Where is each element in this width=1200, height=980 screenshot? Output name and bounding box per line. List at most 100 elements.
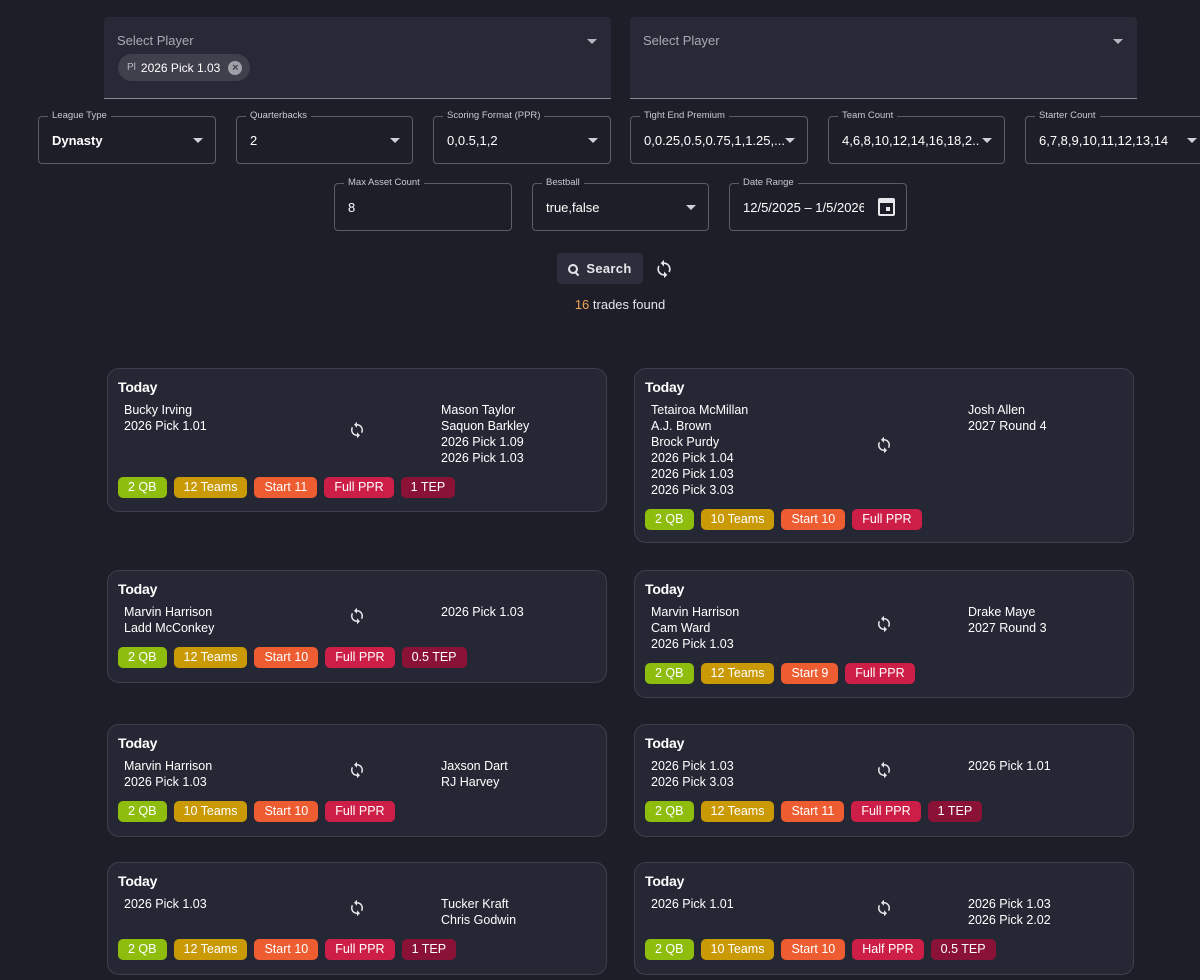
setting-badge: Start 10	[254, 801, 319, 822]
chevron-down-icon[interactable]	[193, 138, 203, 143]
quarterbacks-label: Quarterbacks	[246, 110, 312, 121]
trade-side-b: Jaxson Dart RJ Harvey	[441, 758, 508, 790]
scoring-format-select[interactable]: Scoring Format (PPR) 0,0.5,1,2	[433, 110, 611, 164]
chevron-down-icon[interactable]	[785, 138, 795, 143]
setting-badge: 1 TEP	[401, 939, 457, 960]
swap-icon	[351, 421, 363, 439]
bestball-label: Bestball	[542, 177, 584, 188]
trade-date: Today	[645, 735, 685, 751]
trade-asset: 2026 Pick 1.09	[441, 435, 524, 449]
calendar-icon[interactable]	[878, 198, 895, 216]
trade-side-b: Mason Taylor Saquon Barkley 2026 Pick 1.09…	[441, 402, 529, 466]
trade-settings-badges: 2 QB 10 Teams Start 10 Full PPR	[645, 509, 922, 530]
trade-asset: Chris Godwin	[441, 913, 517, 927]
chevron-down-icon[interactable]	[390, 138, 400, 143]
trade-settings-badges: 2 QB 12 Teams Start 9 Full PPR	[645, 663, 915, 684]
trade-side-b: Tucker Kraft Chris Godwin	[441, 896, 516, 928]
player-select-1[interactable]: Select Player Pl 2026 Pick 1.03 ×	[104, 17, 611, 99]
trade-asset: Tetairoa McMillan	[651, 403, 749, 417]
trade-asset: 2026 Pick 1.03	[651, 637, 734, 651]
player-select-2[interactable]: Select Player	[630, 17, 1137, 99]
setting-badge: 12 Teams	[700, 663, 775, 684]
date-range-label: Date Range	[739, 177, 798, 188]
chevron-down-icon[interactable]	[982, 138, 992, 143]
trade-asset: 2026 Pick 1.03	[124, 775, 207, 789]
trade-asset: 2027 Round 3	[968, 621, 1047, 635]
trade-card[interactable]: Today 2026 Pick 1.03 Tucker Kraft Chris God…	[107, 862, 607, 975]
trade-card[interactable]: Today 2026 Pick 1.03 2026 Pick 3.03 2026 Pi…	[634, 724, 1134, 837]
trade-side-a: Marvin Harrison 2026 Pick 1.03	[124, 758, 212, 790]
trade-asset: 2026 Pick 1.04	[651, 451, 734, 465]
tight-end-premium-select[interactable]: Tight End Premium 0,0.25,0.5,0.75,1,1.25…	[630, 110, 808, 164]
setting-badge: 2 QB	[118, 647, 167, 668]
trade-asset: 2026 Pick 1.03	[651, 467, 734, 481]
swap-icon	[351, 899, 363, 917]
refresh-icon[interactable]	[654, 259, 674, 279]
bestball-value: true,false	[546, 200, 600, 215]
tight-end-premium-label: Tight End Premium	[640, 110, 729, 121]
setting-badge: 2 QB	[645, 801, 694, 822]
trade-card[interactable]: Today Marvin Harrison Cam Ward 2026 Pick 1.…	[634, 570, 1134, 698]
trade-asset: 2026 Pick 3.03	[651, 483, 734, 497]
max-asset-count-value: 8	[348, 200, 356, 215]
chip-label: 2026 Pick 1.03	[140, 60, 221, 75]
setting-badge: Start 10	[254, 647, 319, 668]
chevron-down-icon[interactable]	[588, 138, 598, 143]
trade-asset: 2026 Pick 3.03	[651, 775, 734, 789]
trade-asset: 2026 Pick 1.01	[124, 419, 207, 433]
setting-badge: 2 QB	[645, 939, 694, 960]
trade-settings-badges: 2 QB 12 Teams Start 10 Full PPR 1 TEP	[118, 939, 457, 960]
trade-date: Today	[118, 873, 158, 889]
chevron-down-icon[interactable]	[1187, 138, 1197, 143]
trade-asset: Marvin Harrison	[124, 759, 213, 773]
quarterbacks-select[interactable]: Quarterbacks 2	[236, 110, 413, 164]
setting-badge: Full PPR	[852, 509, 922, 530]
starter-count-value: 6,7,8,9,10,11,12,13,14	[1039, 133, 1169, 148]
setting-badge: Full PPR	[325, 801, 395, 822]
setting-badge: Start 11	[781, 801, 845, 822]
starter-count-select[interactable]: Starter Count 6,7,8,9,10,11,12,13,14	[1025, 110, 1200, 164]
selected-player-chip[interactable]: Pl 2026 Pick 1.03 ×	[118, 54, 251, 81]
date-range-input[interactable]: Date Range 12/5/2025 – 1/5/2026	[729, 177, 907, 231]
trade-asset: A.J. Brown	[651, 419, 712, 433]
chevron-down-icon[interactable]	[686, 205, 696, 210]
player-select-1-label: Select Player	[117, 33, 194, 48]
league-type-select[interactable]: League Type Dynasty	[38, 110, 216, 164]
trade-asset: 2026 Pick 1.01	[651, 897, 734, 911]
max-asset-count-input[interactable]: Max Asset Count 8	[334, 177, 512, 231]
trade-card[interactable]: Today Marvin Harrison Ladd McConkey 2026 Pi…	[107, 570, 607, 683]
trade-side-b: Josh Allen 2027 Round 4	[968, 402, 1047, 434]
setting-badge: 2 QB	[118, 801, 167, 822]
chevron-down-icon[interactable]	[1113, 39, 1123, 44]
setting-badge: Full PPR	[324, 477, 394, 498]
trade-card[interactable]: Today Marvin Harrison 2026 Pick 1.03 Jaxson…	[107, 724, 607, 837]
trade-card[interactable]: Today Tetairoa McMillan A.J. Brown Brock Pu…	[634, 368, 1134, 543]
tight-end-premium-value: 0,0.25,0.5,0.75,1,1.25,...	[644, 133, 785, 148]
setting-badge: 1 TEP	[927, 801, 983, 822]
trade-side-a: 2026 Pick 1.03	[124, 896, 207, 912]
chevron-down-icon[interactable]	[587, 39, 597, 44]
bestball-select[interactable]: Bestball true,false	[532, 177, 709, 231]
swap-icon	[878, 615, 890, 633]
trade-card[interactable]: Today 2026 Pick 1.01 2026 Pick 1.03 2026 Pi…	[634, 862, 1134, 975]
setting-badge: Start 10	[781, 509, 846, 530]
setting-badge: 2 QB	[645, 509, 694, 530]
trade-side-a: Marvin Harrison Ladd McConkey	[124, 604, 214, 636]
trade-asset: 2026 Pick 1.03	[441, 605, 524, 619]
close-icon[interactable]: ×	[228, 60, 243, 75]
starter-count-label: Starter Count	[1035, 110, 1100, 121]
trade-side-a: Tetairoa McMillan A.J. Brown Brock Purdy 20…	[651, 402, 748, 498]
setting-badge: 12 Teams	[173, 939, 248, 960]
trade-card[interactable]: Today Bucky Irving 2026 Pick 1.01 Mason Tay…	[107, 368, 607, 512]
team-count-value: 4,6,8,10,12,14,16,18,2...	[842, 133, 980, 148]
setting-badge: 12 Teams	[700, 801, 775, 822]
trade-settings-badges: 2 QB 12 Teams Start 11 Full PPR 1 TEP	[645, 801, 983, 822]
swap-icon	[351, 761, 363, 779]
trade-asset: 2026 Pick 1.03	[441, 451, 524, 465]
league-type-label: League Type	[48, 110, 111, 121]
player-select-2-label: Select Player	[643, 33, 720, 48]
search-button[interactable]: Search	[557, 253, 643, 284]
setting-badge: 12 Teams	[173, 477, 248, 498]
setting-badge: 1 TEP	[400, 477, 456, 498]
team-count-select[interactable]: Team Count 4,6,8,10,12,14,16,18,2...	[828, 110, 1005, 164]
